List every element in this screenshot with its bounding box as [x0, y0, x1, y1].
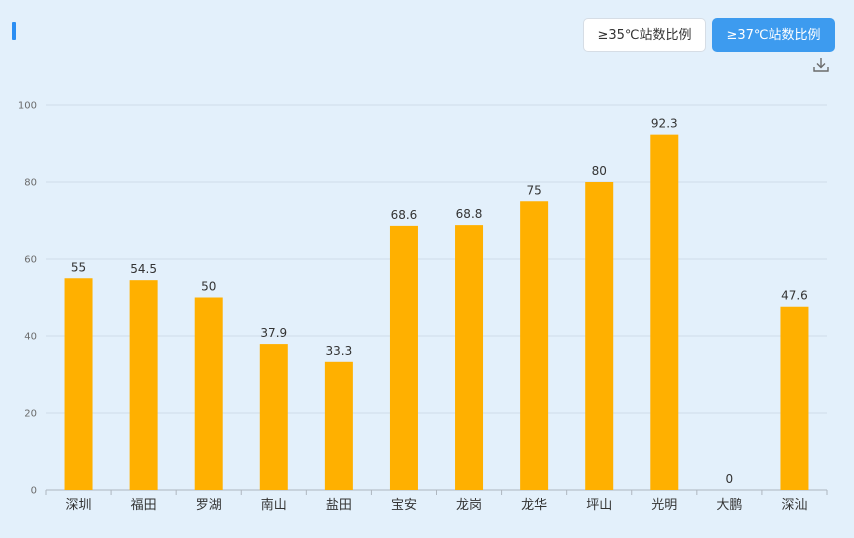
data-label: 92.3	[651, 117, 678, 131]
data-label: 47.6	[781, 289, 808, 303]
bar	[585, 182, 614, 490]
x-category-label: 龙华	[521, 498, 547, 513]
x-category-label: 坪山	[586, 498, 612, 513]
toggle-35-button[interactable]: ≥35℃站数比例	[583, 18, 706, 52]
title-accent-bar	[12, 22, 16, 40]
bar	[194, 297, 223, 490]
x-category-label: 龙岗	[456, 498, 482, 513]
y-tick-label: 40	[24, 332, 37, 343]
bar	[389, 225, 418, 490]
bar	[129, 280, 158, 490]
x-category-label: 光明	[651, 498, 677, 513]
x-category-label: 福田	[131, 498, 157, 513]
y-tick-label: 100	[18, 101, 37, 112]
data-label: 37.9	[260, 326, 287, 340]
data-label: 0	[726, 472, 734, 486]
x-category-label: 罗湖	[196, 498, 222, 513]
data-label: 75	[526, 183, 541, 197]
bar	[455, 225, 484, 490]
toggle-37-button[interactable]: ≥37℃站数比例	[712, 18, 835, 52]
x-category-label: 深汕	[781, 498, 807, 513]
x-category-label: 深圳	[66, 498, 92, 513]
x-category-label: 盐田	[326, 498, 352, 513]
data-label: 54.5	[130, 262, 157, 276]
bar	[650, 134, 679, 490]
data-label: 55	[71, 260, 86, 274]
data-label: 68.6	[391, 208, 418, 222]
data-label: 80	[592, 164, 607, 178]
data-label: 50	[201, 280, 216, 294]
y-tick-label: 80	[24, 178, 37, 189]
data-label: 33.3	[326, 344, 353, 358]
bar	[64, 278, 93, 490]
bar	[520, 201, 549, 490]
y-tick-label: 60	[24, 255, 37, 266]
x-category-label: 大鹏	[716, 498, 742, 513]
x-category-label: 宝安	[391, 498, 417, 513]
y-tick-label: 20	[24, 409, 37, 420]
data-label: 68.8	[456, 207, 483, 221]
bar	[324, 361, 353, 490]
bar	[780, 306, 809, 490]
y-tick-label: 0	[31, 486, 37, 497]
download-icon[interactable]	[811, 56, 831, 74]
bar	[259, 344, 288, 490]
x-category-label: 南山	[261, 497, 287, 513]
